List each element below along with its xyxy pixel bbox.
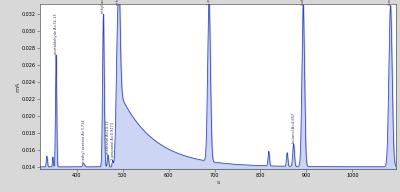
Text: isoamyl A=609.19: isoamyl A=609.19 [388,0,392,5]
Text: methyl acetate A=3.714: methyl acetate A=3.714 [82,119,86,163]
Text: butanol A=4.657: butanol A=4.657 [292,113,296,143]
Text: acetaldehyde A=32.13: acetaldehyde A=32.13 [54,14,58,54]
Text: ethanol A=4,499E005: ethanol A=4,499E005 [116,0,120,5]
Text: 2-propanol A=0.9173: 2-propanol A=0.9173 [110,122,114,160]
Text: isobutanol A=407.5: isobutanol A=407.5 [301,0,305,5]
Y-axis label: mA: mA [16,81,20,92]
X-axis label: s: s [216,180,220,185]
Text: 1-propanol A=469.5: 1-propanol A=469.5 [207,0,211,5]
Text: methanol A=24.13: methanol A=24.13 [106,121,110,154]
Text: ethyl acetate A=129.7: ethyl acetate A=129.7 [101,0,105,13]
